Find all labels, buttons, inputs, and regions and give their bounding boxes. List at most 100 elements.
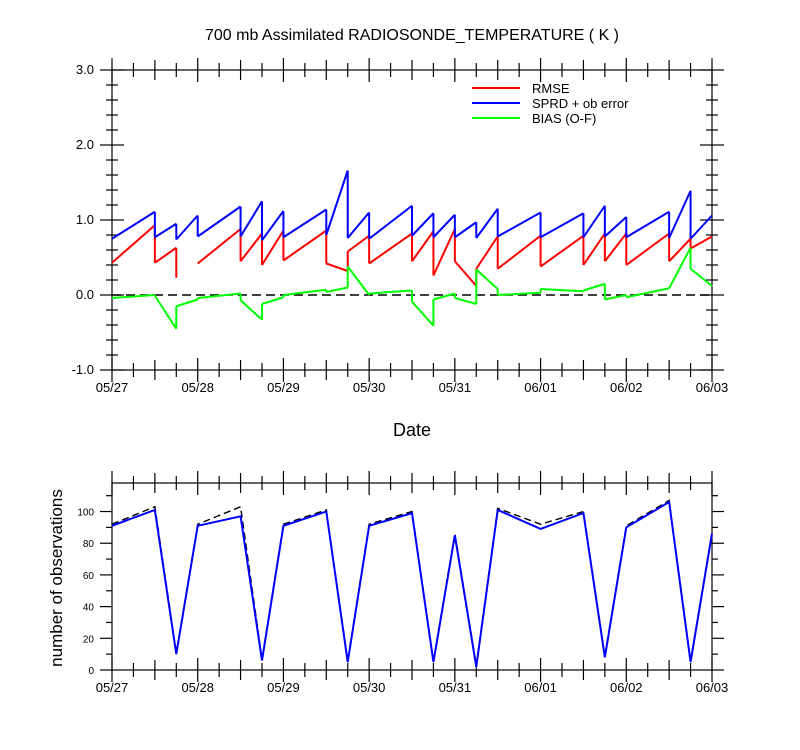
x-tick-label: 05/27 xyxy=(96,680,129,695)
series-segment xyxy=(668,238,692,262)
x-tick-label: 05/29 xyxy=(267,680,300,695)
y-tick-label: 0 xyxy=(88,666,94,677)
series-segment xyxy=(540,288,584,293)
x-tick-label: 06/02 xyxy=(610,380,643,395)
y-tick-label: -1.0 xyxy=(72,362,94,377)
bottom-chart: 05/27 05/28 05/29 05/30 05/31 06/01 06/02 06/03… xyxy=(77,471,728,695)
series-segment xyxy=(411,212,435,237)
series-segment xyxy=(368,204,413,240)
y-tick-label: 60 xyxy=(83,571,95,582)
series-segment xyxy=(690,235,713,250)
series-segment xyxy=(625,232,670,266)
legend-label: RMSE xyxy=(532,81,570,96)
y-tick-label: 3.0 xyxy=(76,62,94,77)
series-segment xyxy=(175,214,199,241)
series-segment xyxy=(604,294,627,301)
series-segment xyxy=(497,234,542,270)
series-segment xyxy=(411,301,435,327)
x-tick-label: 05/30 xyxy=(353,680,386,695)
series-segment xyxy=(432,214,456,238)
series-segment xyxy=(540,212,584,239)
series-sprd-ob-error xyxy=(111,170,713,241)
y-tick-label: 20 xyxy=(83,634,95,645)
legend-label: SPRD + ob error xyxy=(532,96,629,111)
x-tick-label: 06/01 xyxy=(524,380,557,395)
top-chart: 05/27 05/28 05/29 05/30 05/31 06/01 06/02 06/03… xyxy=(72,58,729,395)
series-segment xyxy=(582,205,606,238)
series-segment xyxy=(497,211,542,238)
series-segment xyxy=(625,210,670,239)
series-segment xyxy=(346,211,370,239)
y-tick-label: 80 xyxy=(83,539,95,550)
series-segment xyxy=(668,247,692,289)
series-segment xyxy=(283,288,327,296)
series-segment xyxy=(432,228,456,276)
legend-label: BIAS (O-F) xyxy=(532,111,596,126)
x-tick-label: 05/31 xyxy=(439,680,472,695)
series-segment xyxy=(197,292,241,299)
series-segment xyxy=(325,170,349,236)
series-segment xyxy=(239,232,263,262)
series-segment xyxy=(582,232,606,266)
series-segment xyxy=(154,295,178,330)
series-segment xyxy=(368,232,413,265)
series-segment xyxy=(261,229,285,266)
x-tick-label: 05/27 xyxy=(96,380,129,395)
series-segment xyxy=(604,216,627,238)
series-segment xyxy=(454,297,477,305)
series-segment xyxy=(111,224,156,264)
x-tick-label: 05/28 xyxy=(181,680,214,695)
x-axis-label: Date xyxy=(393,420,431,440)
series-segment xyxy=(111,210,156,240)
y-tick-label: 2.0 xyxy=(76,137,94,152)
series-segment xyxy=(626,287,670,299)
x-tick-label: 05/31 xyxy=(439,380,472,395)
series-segment xyxy=(604,232,628,262)
series-segment xyxy=(326,286,348,293)
x-tick-label: 06/01 xyxy=(524,680,557,695)
series-segment xyxy=(475,208,499,239)
series-segment xyxy=(689,267,713,287)
series-segment xyxy=(154,246,177,264)
series-segment xyxy=(475,268,499,290)
series-segment xyxy=(539,234,585,268)
series-segment xyxy=(197,228,242,265)
series-segment xyxy=(433,292,456,301)
y-tick-label: 0.0 xyxy=(76,287,94,302)
series-segment xyxy=(668,190,692,239)
x-tick-label: 05/28 xyxy=(181,380,214,395)
y-tick-label: 100 xyxy=(77,508,94,519)
series-segment xyxy=(175,298,199,308)
series-segment xyxy=(282,229,327,262)
series-rmse xyxy=(111,224,713,287)
series-segment xyxy=(239,200,263,238)
series-segment xyxy=(475,235,499,270)
series-segment xyxy=(689,214,713,240)
series-segment xyxy=(282,208,327,239)
series-segment xyxy=(261,210,285,241)
series-segment xyxy=(369,289,413,295)
x-tick-label: 06/03 xyxy=(696,380,729,395)
y-tick-label: 1.0 xyxy=(76,212,94,227)
series-segment xyxy=(497,291,541,296)
x-tick-label: 05/30 xyxy=(353,380,386,395)
series-segment xyxy=(154,222,177,239)
series-segment xyxy=(346,265,370,296)
series-segment xyxy=(411,230,435,262)
x-tick-label: 06/03 xyxy=(696,680,729,695)
series-segment xyxy=(261,296,284,305)
chart-title: 700 mb Assimilated RADIOSONDE_TEMPERATUR… xyxy=(205,27,619,44)
x-tick-label: 06/02 xyxy=(610,680,643,695)
y-axis-label: number of observations xyxy=(47,489,66,667)
series-segment xyxy=(239,299,263,321)
series-segment xyxy=(197,205,242,238)
series-segment xyxy=(454,221,477,239)
series-segment xyxy=(583,282,606,292)
series-segment xyxy=(454,260,478,287)
series-used xyxy=(111,500,713,667)
series-bias-o-f- xyxy=(111,247,713,330)
series-segment xyxy=(111,294,155,299)
y-tick-label: 40 xyxy=(83,603,95,614)
